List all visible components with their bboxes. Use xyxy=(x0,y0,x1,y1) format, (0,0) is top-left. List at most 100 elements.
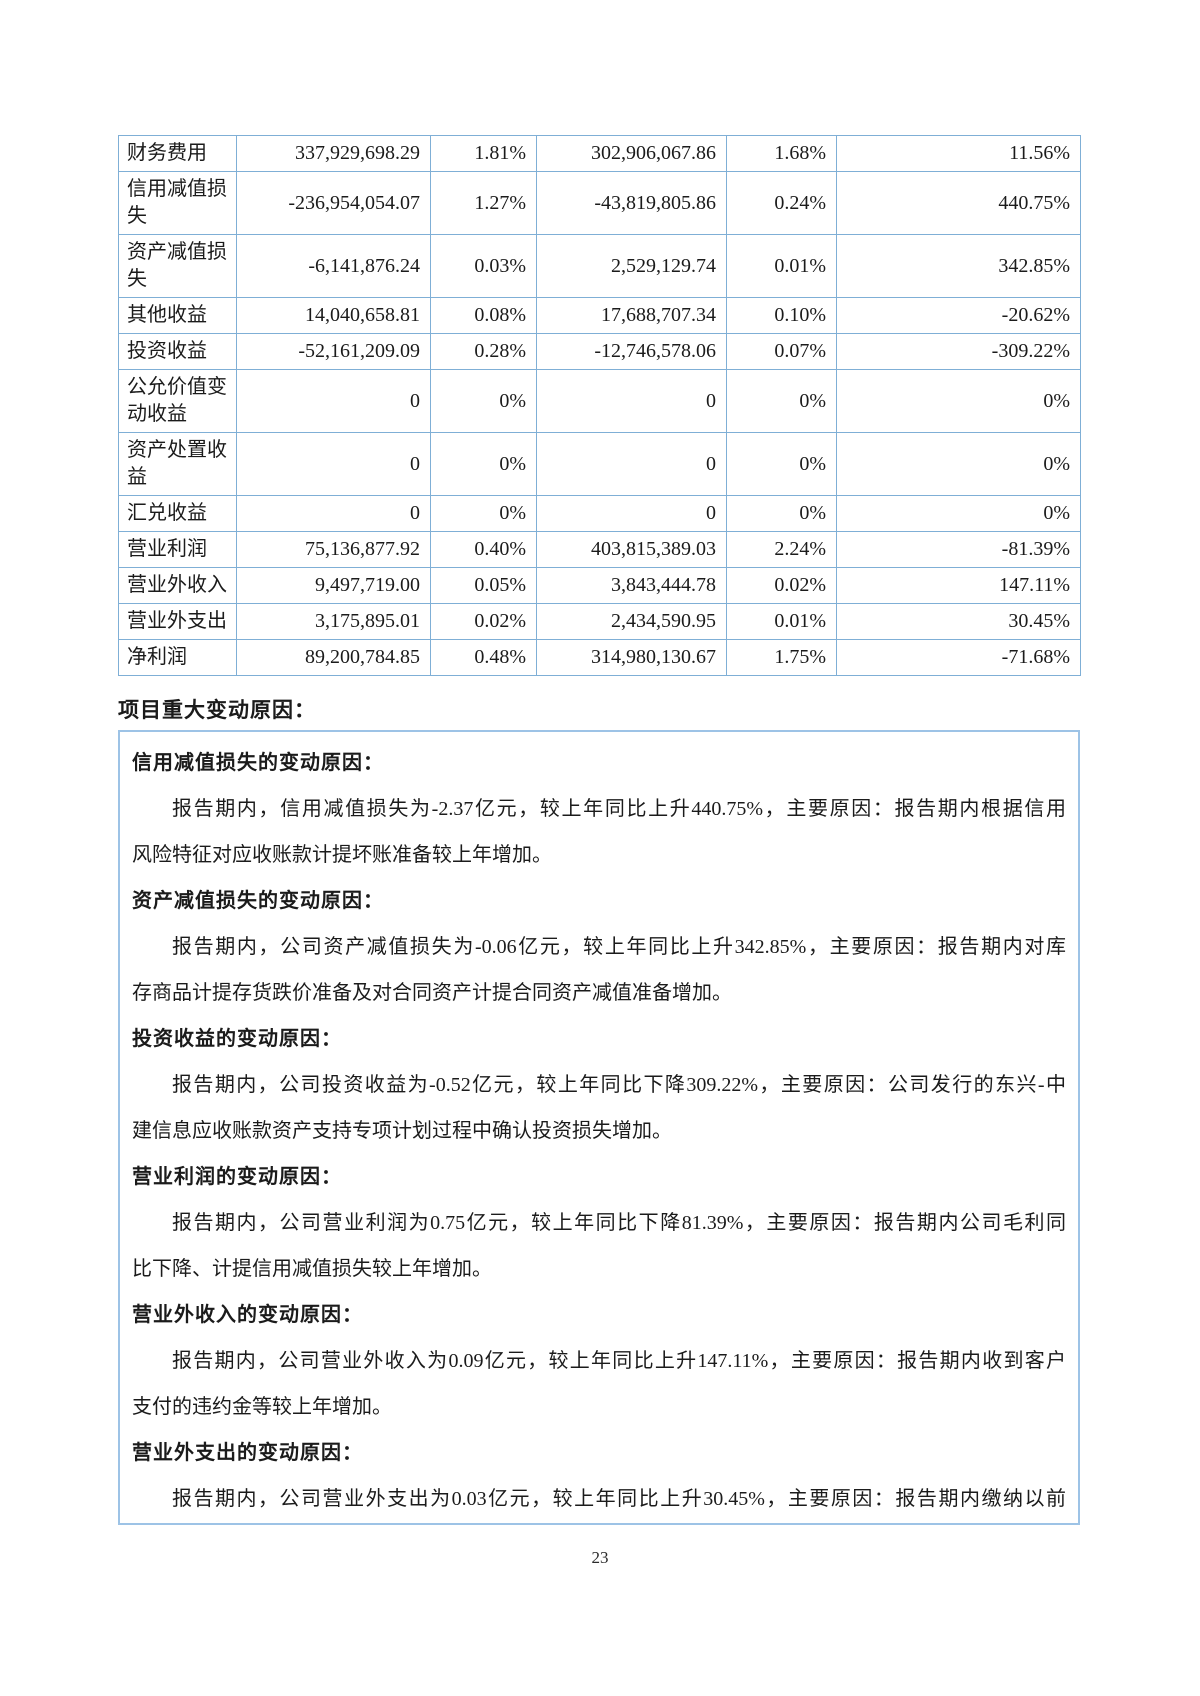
prior-amount: 0 xyxy=(536,369,727,433)
paragraph-line: 建信息应收账款资产支持专项计划过程中确认投资损失增加。 xyxy=(132,1120,672,1142)
row-label: 信用减值损失 xyxy=(118,171,237,235)
paragraph-line: 报告期内，公司营业利润为0.75亿元，较上年同比下降81.39%，主要原因：报告… xyxy=(172,1212,1066,1234)
change-percent: -20.62% xyxy=(836,297,1081,334)
current-percent: 1.81% xyxy=(430,135,537,172)
reason-heading: 投资收益的变动原因： xyxy=(132,1028,342,1050)
row-label: 公允价值变动收益 xyxy=(118,369,237,433)
table-row: 汇兑收益 0 0% 0 0% 0% xyxy=(118,495,1081,532)
change-percent: 342.85% xyxy=(836,234,1081,298)
current-amount: 14,040,658.81 xyxy=(236,297,431,334)
current-percent: 0.28% xyxy=(430,333,537,370)
reason-paragraph: 报告期内，公司资产减值损失为-0.06亿元，较上年同比上升342.85%，主要原… xyxy=(132,924,1066,1016)
prior-percent: 0% xyxy=(726,495,837,532)
table-row: 信用减值损失 -236,954,054.07 1.27% -43,819,805… xyxy=(118,171,1081,235)
reason-block: 营业外支出的变动原因： 报告期内，公司营业外支出为0.03亿元，较上年同比上升3… xyxy=(132,1430,1066,1522)
prior-percent: 2.24% xyxy=(726,531,837,568)
current-percent: 0% xyxy=(430,369,537,433)
current-amount: 3,175,895.01 xyxy=(236,603,431,640)
reason-heading: 信用减值损失的变动原因： xyxy=(132,752,384,774)
change-percent: 0% xyxy=(836,495,1081,532)
prior-percent: 0% xyxy=(726,369,837,433)
reason-block: 信用减值损失的变动原因： 报告期内，信用减值损失为-2.37亿元，较上年同比上升… xyxy=(132,740,1066,878)
row-label: 财务费用 xyxy=(118,135,237,172)
row-label: 营业利润 xyxy=(118,531,237,568)
current-amount: 75,136,877.92 xyxy=(236,531,431,568)
prior-percent: 0.01% xyxy=(726,234,837,298)
prior-percent: 0.24% xyxy=(726,171,837,235)
table-row: 净利润 89,200,784.85 0.48% 314,980,130.67 1… xyxy=(118,639,1081,676)
prior-amount: 0 xyxy=(536,495,727,532)
current-amount: 9,497,719.00 xyxy=(236,567,431,604)
paragraph-line: 报告期内，信用减值损失为-2.37亿元，较上年同比上升440.75%，主要原因：… xyxy=(172,798,1066,820)
prior-percent: 0.02% xyxy=(726,567,837,604)
prior-amount: 0 xyxy=(536,432,727,496)
row-label: 汇兑收益 xyxy=(118,495,237,532)
table-row: 其他收益 14,040,658.81 0.08% 17,688,707.34 0… xyxy=(118,297,1081,334)
paragraph-line: 存商品计提存货跌价准备及对合同资产计提合同资产减值准备增加。 xyxy=(132,982,732,1004)
page-number: 23 xyxy=(591,1548,609,1567)
prior-amount: 2,529,129.74 xyxy=(536,234,727,298)
row-label: 资产处置收益 xyxy=(118,432,237,496)
change-percent: -81.39% xyxy=(836,531,1081,568)
prior-percent: 0.10% xyxy=(726,297,837,334)
table-row: 投资收益 -52,161,209.09 0.28% -12,746,578.06… xyxy=(118,333,1081,370)
row-label: 投资收益 xyxy=(118,333,237,370)
paragraph-line: 报告期内，公司投资收益为-0.52亿元，较上年同比下降309.22%，主要原因：… xyxy=(172,1074,1066,1096)
reason-paragraph: 报告期内，公司营业利润为0.75亿元，较上年同比下降81.39%，主要原因：报告… xyxy=(132,1200,1066,1292)
prior-percent: 0.01% xyxy=(726,603,837,640)
current-amount: -52,161,209.09 xyxy=(236,333,431,370)
prior-amount: 302,906,067.86 xyxy=(536,135,727,172)
change-percent: 30.45% xyxy=(836,603,1081,640)
row-label: 净利润 xyxy=(118,639,237,676)
row-label: 其他收益 xyxy=(118,297,237,334)
table-row: 财务费用 337,929,698.29 1.81% 302,906,067.86… xyxy=(118,135,1081,172)
current-percent: 0.08% xyxy=(430,297,537,334)
prior-percent: 1.68% xyxy=(726,135,837,172)
prior-amount: -12,746,578.06 xyxy=(536,333,727,370)
paragraph-line: 报告期内，公司营业外收入为0.09亿元，较上年同比上升147.11%，主要原因：… xyxy=(172,1350,1066,1372)
current-percent: 1.27% xyxy=(430,171,537,235)
reason-heading: 营业利润的变动原因： xyxy=(132,1166,342,1188)
prior-percent: 1.75% xyxy=(726,639,837,676)
change-percent: 440.75% xyxy=(836,171,1081,235)
prior-percent: 0% xyxy=(726,432,837,496)
prior-amount: 2,434,590.95 xyxy=(536,603,727,640)
prior-percent: 0.07% xyxy=(726,333,837,370)
reason-paragraph: 报告期内，公司投资收益为-0.52亿元，较上年同比下降309.22%，主要原因：… xyxy=(132,1062,1066,1154)
reason-heading: 营业外收入的变动原因： xyxy=(132,1304,363,1326)
table-row: 营业利润 75,136,877.92 0.40% 403,815,389.03 … xyxy=(118,531,1081,568)
current-amount: -6,141,876.24 xyxy=(236,234,431,298)
paragraph-line: 支付的违约金等较上年增加。 xyxy=(132,1396,392,1418)
table-row: 资产处置收益 0 0% 0 0% 0% xyxy=(118,432,1081,496)
current-percent: 0.48% xyxy=(430,639,537,676)
current-amount: -236,954,054.07 xyxy=(236,171,431,235)
current-percent: 0.03% xyxy=(430,234,537,298)
current-amount: 337,929,698.29 xyxy=(236,135,431,172)
reason-paragraph: 报告期内，公司营业外收入为0.09亿元，较上年同比上升147.11%，主要原因：… xyxy=(132,1338,1066,1430)
change-percent: -309.22% xyxy=(836,333,1081,370)
change-percent: -71.68% xyxy=(836,639,1081,676)
change-percent: 11.56% xyxy=(836,135,1081,172)
section-title: 项目重大变动原因： xyxy=(118,699,316,722)
table-row: 公允价值变动收益 0 0% 0 0% 0% xyxy=(118,369,1081,433)
prior-amount: 3,843,444.78 xyxy=(536,567,727,604)
reason-heading: 资产减值损失的变动原因： xyxy=(132,890,384,912)
reasons-box: 信用减值损失的变动原因： 报告期内，信用减值损失为-2.37亿元，较上年同比上升… xyxy=(118,730,1080,1525)
reason-block: 资产减值损失的变动原因： 报告期内，公司资产减值损失为-0.06亿元，较上年同比… xyxy=(132,878,1066,1016)
table-row: 营业外支出 3,175,895.01 0.02% 2,434,590.95 0.… xyxy=(118,603,1081,640)
change-percent: 0% xyxy=(836,369,1081,433)
prior-amount: 314,980,130.67 xyxy=(536,639,727,676)
paragraph-line: 报告期内，公司营业外支出为0.03亿元，较上年同比上升30.45%，主要原因：报… xyxy=(172,1488,1066,1510)
prior-amount: 403,815,389.03 xyxy=(536,531,727,568)
current-percent: 0% xyxy=(430,495,537,532)
current-percent: 0.02% xyxy=(430,603,537,640)
change-percent: 0% xyxy=(836,432,1081,496)
reason-block: 营业外收入的变动原因： 报告期内，公司营业外收入为0.09亿元，较上年同比上升1… xyxy=(132,1292,1066,1430)
reason-paragraph: 报告期内，信用减值损失为-2.37亿元，较上年同比上升440.75%，主要原因：… xyxy=(132,786,1066,878)
reason-heading: 营业外支出的变动原因： xyxy=(132,1442,363,1464)
prior-amount: -43,819,805.86 xyxy=(536,171,727,235)
current-amount: 0 xyxy=(236,432,431,496)
current-amount: 0 xyxy=(236,369,431,433)
reason-paragraph: 报告期内，公司营业外支出为0.03亿元，较上年同比上升30.45%，主要原因：报… xyxy=(132,1476,1066,1522)
